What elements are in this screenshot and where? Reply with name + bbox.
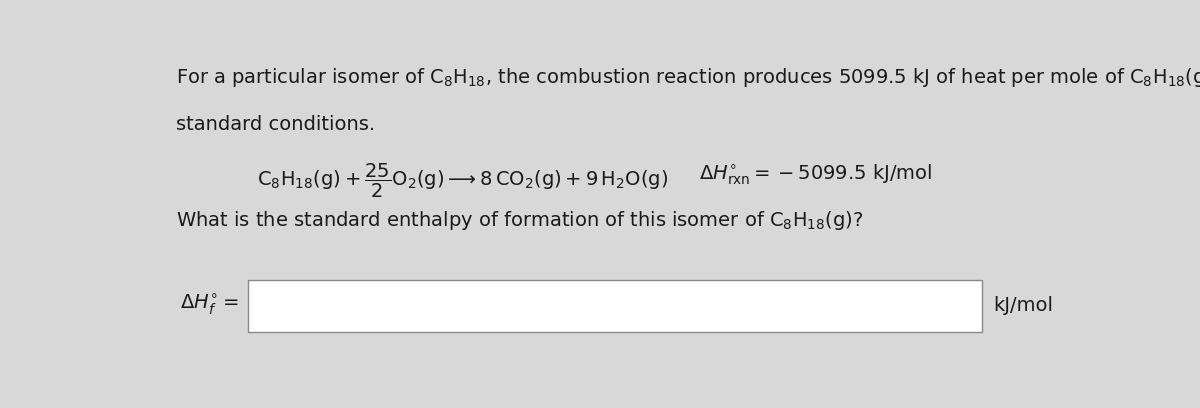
- Text: kJ/mol: kJ/mol: [994, 295, 1054, 315]
- Text: $\Delta H^{\circ}_{\mathrm{rxn}} = -5099.5\ \mathrm{kJ/mol}$: $\Delta H^{\circ}_{\mathrm{rxn}} = -5099…: [698, 162, 932, 186]
- Text: standard conditions.: standard conditions.: [176, 115, 376, 134]
- Text: $\Delta H^{\circ}_f =$: $\Delta H^{\circ}_f =$: [180, 293, 239, 317]
- Text: For a particular isomer of $\mathrm{C_8H_{18}}$, the combustion reaction produce: For a particular isomer of $\mathrm{C_8H…: [176, 66, 1200, 89]
- FancyBboxPatch shape: [247, 280, 983, 332]
- Text: $\mathrm{C_8H_{18}(g) + \dfrac{25}{2}O_2(g) \longrightarrow 8\,CO_2(g) + 9\,H_2O: $\mathrm{C_8H_{18}(g) + \dfrac{25}{2}O_2…: [257, 162, 668, 200]
- Text: What is the standard enthalpy of formation of this isomer of $\mathrm{C_8H_{18}}: What is the standard enthalpy of formati…: [176, 209, 864, 232]
